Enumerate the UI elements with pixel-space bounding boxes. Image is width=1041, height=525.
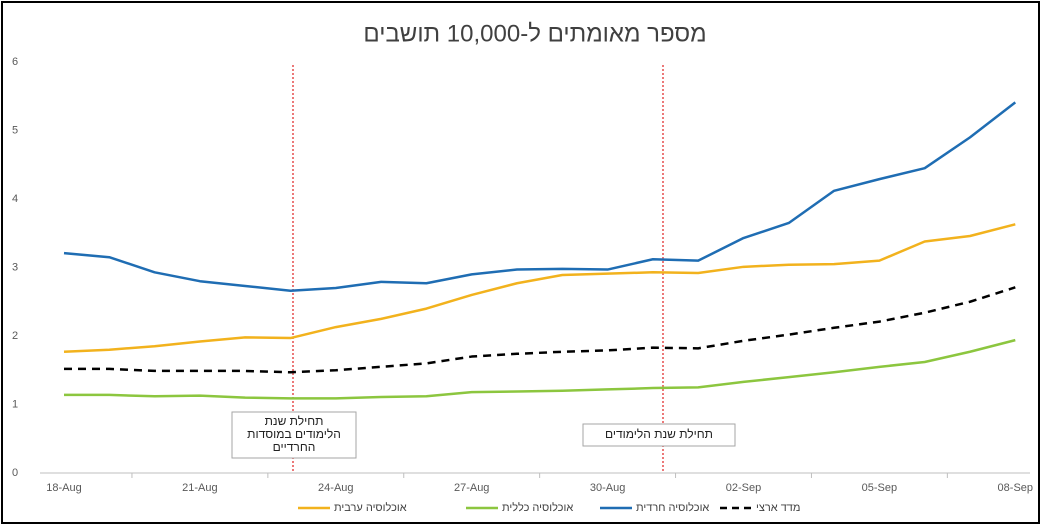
series-line (63, 223, 1016, 354)
y-tick-label: 3 (12, 261, 18, 273)
x-tick-label: 30-Aug (590, 482, 625, 494)
y-tick-label: 0 (12, 467, 18, 479)
y-tick-label: 4 (12, 193, 18, 205)
annotation-text: תחילת שנת (265, 414, 324, 428)
annotation-box (231, 411, 357, 459)
legend-label: אוכלוסיה חרדית (636, 501, 709, 514)
x-tick-label: 08-Sep (998, 482, 1033, 494)
y-tick-label: 6 (12, 56, 18, 68)
annotation-box (582, 423, 736, 447)
x-tick-label: 02-Sep (726, 482, 761, 494)
series-line (64, 338, 1016, 400)
legend-label: אוכלוסיה כללית (502, 501, 573, 514)
legend-label: מדד ארצי (756, 502, 800, 514)
annotation-text: הלימודים במוסדות (247, 427, 341, 441)
x-tick-label: 27-Aug (454, 482, 489, 494)
annotation-text: תחילת שנת הלימודים (605, 427, 713, 441)
x-tick-label: 18-Aug (46, 482, 81, 494)
x-tick-label: 05-Sep (862, 482, 897, 494)
legend-label: אוכלוסיה ערבית (334, 501, 407, 514)
annotation-text: החרדיים (273, 440, 316, 454)
y-tick-label: 5 (12, 124, 18, 136)
series-line (64, 286, 1016, 374)
x-tick-label: 24-Aug (318, 482, 353, 494)
chart-title: מספר מאומתים ל-10,000 תושבים (363, 20, 706, 47)
series-line (63, 101, 1017, 293)
y-tick-label: 1 (12, 398, 18, 410)
y-tick-label: 2 (12, 330, 18, 342)
x-tick-label: 21-Aug (182, 482, 217, 494)
